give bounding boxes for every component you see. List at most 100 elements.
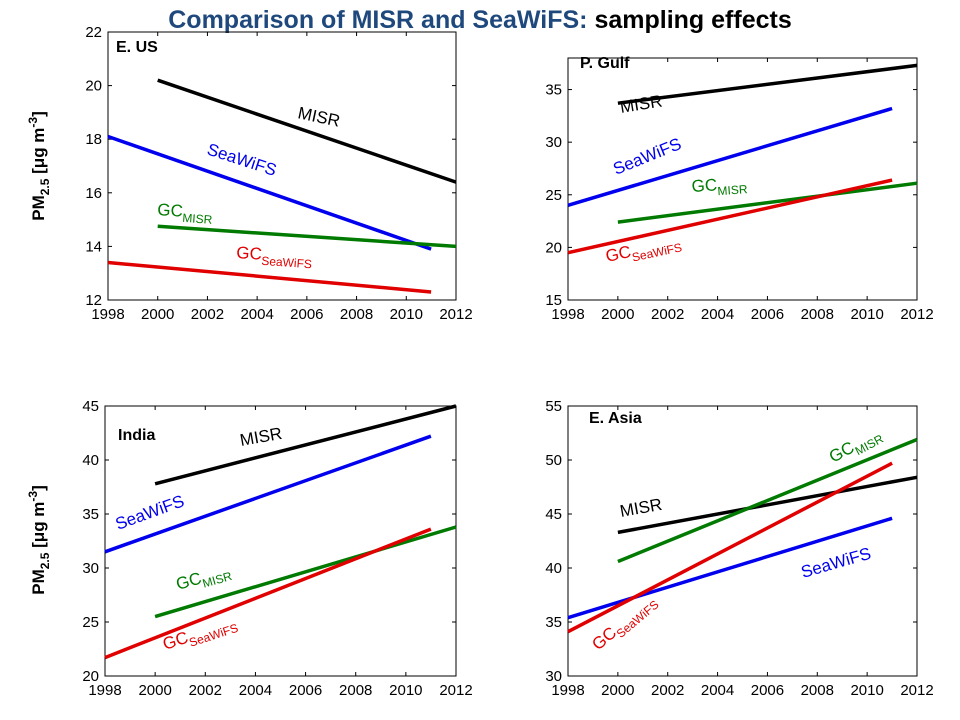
y-tick-label: 30: [545, 668, 562, 685]
x-tick-label: 1998: [88, 682, 121, 699]
series-label-seawifs: SeaWiFS: [610, 134, 684, 179]
series-line-gc-seawifs: [104, 527, 432, 660]
series-label-misr: MISR: [238, 424, 283, 450]
x-tick-label: 2004: [701, 306, 734, 323]
y-tick-label: 35: [82, 506, 99, 523]
y-tick-label: 25: [82, 614, 99, 631]
figure-title: Comparison of MISR and SeaWiFS: sampling…: [0, 6, 960, 35]
x-tick-label: 2010: [389, 682, 422, 699]
x-tick-label: 2006: [289, 682, 322, 699]
y-tick-label: 12: [85, 292, 102, 309]
series-label-gc-misr: GCMISR: [174, 560, 234, 597]
x-tick-label: 2004: [701, 682, 734, 699]
series-line-gc-misr: [157, 224, 457, 249]
x-tick-label: 2000: [138, 682, 171, 699]
y-tick-label: 30: [82, 560, 99, 577]
x-tick-label: 2004: [239, 682, 272, 699]
y-tick-label: 20: [545, 239, 562, 256]
x-tick-label: 2012: [439, 306, 472, 323]
x-tick-label: 2012: [900, 682, 933, 699]
y-tick-label: 45: [82, 398, 99, 415]
plot-frame: [567, 57, 918, 301]
y-tick-label: 55: [545, 398, 562, 415]
y-axis-label: PM2.5 [μg m-3]: [26, 111, 52, 221]
x-tick-label: 2012: [439, 682, 472, 699]
x-tick-label: 2008: [801, 682, 834, 699]
series-line-seawifs: [104, 434, 432, 554]
x-tick-label: 2002: [191, 306, 224, 323]
y-tick-label: 18: [85, 131, 102, 148]
x-tick-label: 2002: [651, 306, 684, 323]
x-tick-label: 2010: [850, 306, 883, 323]
x-tick-label: 2000: [601, 682, 634, 699]
y-tick-label: 22: [85, 24, 102, 41]
region-label: India: [118, 427, 155, 444]
series-line-gc-seawifs: [567, 461, 893, 634]
series-line-seawifs: [567, 106, 893, 207]
series-label-misr: MISR: [296, 103, 342, 130]
y-tick-label: 20: [85, 78, 102, 95]
region-label: E. US: [116, 39, 158, 56]
title-part-3: sampling effects: [587, 6, 792, 34]
y-tick-label: 35: [545, 614, 562, 631]
series-line-gc-misr: [617, 181, 918, 224]
y-tick-label: 25: [545, 187, 562, 204]
y-tick-label: 35: [545, 82, 562, 99]
series-label-gc-misr: GCMISR: [691, 173, 748, 200]
panel-e-asia: 1998 2000 2002 2004 2006 2008 2010 2012 30 35 40 45…: [545, 398, 933, 699]
x-tick-label: 2004: [240, 306, 273, 323]
series-line-misr: [617, 63, 918, 105]
series-line-seawifs: [107, 134, 432, 251]
x-tick-label: 2010: [390, 306, 423, 323]
x-tick-label: 2006: [751, 682, 784, 699]
title-part-2: and SeaWiFS:: [414, 6, 588, 34]
x-tick-label: 1998: [551, 306, 584, 323]
series-line-gc-seawifs: [567, 178, 893, 255]
panel-p-gulf: 1998 2000 2002 2004 2006 2008 2010 2012 15 20 25 30…: [545, 55, 933, 323]
x-tick-label: 2008: [340, 306, 373, 323]
x-tick-label: 2008: [801, 306, 834, 323]
series-line-misr: [617, 475, 918, 535]
x-tick-label: 1998: [91, 306, 124, 323]
region-label: P. Gulf: [580, 55, 630, 72]
x-tick-label: 2012: [900, 306, 933, 323]
panel-e-us: 1998 2000 2002 2004 2006 2008 2010 2012 12 14 16 18…: [85, 24, 472, 323]
plot-frame: [567, 405, 918, 677]
x-tick-label: 2000: [141, 306, 174, 323]
y-tick-label: 40: [82, 452, 99, 469]
y-tick-label: 16: [85, 185, 102, 202]
y-tick-label: 30: [545, 134, 562, 151]
series-line-gc-seawifs: [107, 260, 432, 294]
panel-india: 1998 2000 2002 2004 2006 2008 2010 2012 20 25 30 35…: [82, 398, 472, 699]
x-tick-label: 2006: [290, 306, 323, 323]
series-label-gc-misr: GCMISR: [156, 200, 213, 227]
x-tick-label: 2002: [189, 682, 222, 699]
series-label-misr: MISR: [618, 495, 663, 521]
series-line-seawifs: [567, 516, 893, 620]
y-tick-label: 45: [545, 506, 562, 523]
plot-frame: [104, 405, 457, 677]
series-line-gc-misr: [617, 437, 918, 564]
series-line-misr: [157, 78, 457, 184]
y-tick-label: 40: [545, 560, 562, 577]
y-tick-label: 50: [545, 452, 562, 469]
series-label-gc-seawifs: GCSeaWiFS: [235, 243, 313, 271]
x-tick-label: 2006: [751, 306, 784, 323]
x-tick-label: 2010: [850, 682, 883, 699]
x-tick-label: 1998: [551, 682, 584, 699]
x-tick-label: 2008: [339, 682, 372, 699]
series-label-misr: MISR: [619, 92, 664, 117]
y-tick-label: 14: [85, 238, 102, 255]
x-tick-label: 2000: [601, 306, 634, 323]
x-tick-label: 2002: [651, 682, 684, 699]
region-label: E. Asia: [589, 410, 642, 427]
y-axis-label: PM2.5 [μg m-3]: [26, 485, 52, 595]
series-label-seawifs: SeaWiFS: [799, 544, 873, 582]
plot-frame: [107, 31, 457, 301]
y-tick-label: 15: [545, 292, 562, 309]
series-line-misr: [154, 404, 457, 486]
title-part-1: Comparison of MISR: [168, 6, 415, 34]
series-line-gc-misr: [154, 525, 457, 619]
y-tick-label: 20: [82, 668, 99, 685]
